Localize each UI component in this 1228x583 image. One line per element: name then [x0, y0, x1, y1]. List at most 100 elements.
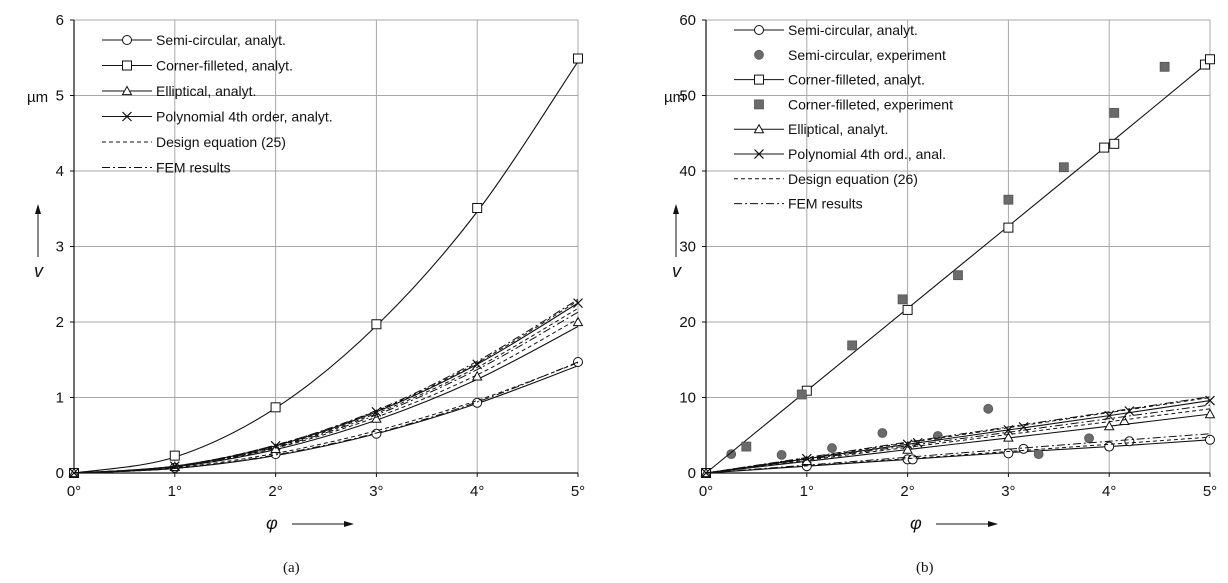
- axes-a: [70, 19, 579, 477]
- x-tick-label: 1°: [168, 483, 182, 500]
- series-line: [705, 399, 1211, 474]
- data-point: [983, 403, 994, 414]
- data-point: [472, 359, 483, 370]
- series-0: [69, 357, 583, 478]
- data-point: [1205, 434, 1215, 445]
- x-tick-label: 5°: [571, 483, 585, 500]
- series-line: [73, 300, 579, 474]
- legend-label: Semi-circular, experiment: [788, 47, 946, 63]
- series-1: [726, 403, 1094, 460]
- grid-a: [74, 19, 579, 473]
- data-point: [1124, 436, 1135, 447]
- series-line: [705, 439, 1211, 474]
- data-point: [902, 304, 913, 315]
- legend-item: Semi-circular, experiment: [754, 47, 946, 63]
- y-unit-b: µm: [664, 89, 685, 106]
- legend-label: Elliptical, analyt.: [156, 83, 256, 99]
- series-line: [73, 365, 579, 474]
- x-tick-label: 0°: [699, 483, 713, 500]
- series-line: [705, 408, 1211, 474]
- legend-label: FEM results: [788, 196, 863, 212]
- data-point: [1033, 449, 1044, 460]
- legend-label: Corner-filleted, analyt.: [788, 72, 925, 88]
- legend-label: Corner-filleted, experiment: [788, 96, 953, 112]
- x-tick-label: 1°: [800, 483, 814, 500]
- data-point: [796, 389, 807, 400]
- series-2: [701, 54, 1215, 478]
- x-tick-label: 3°: [369, 483, 383, 500]
- data-point: [902, 444, 913, 454]
- legend-item: FEM results: [734, 196, 863, 212]
- data-point: [1205, 54, 1215, 65]
- x-tick-label: 5°: [1203, 483, 1217, 500]
- x-label-b: φ: [910, 513, 922, 533]
- series-line: [73, 362, 579, 474]
- data-point: [1199, 59, 1210, 70]
- y-tick-label: 0: [56, 465, 64, 482]
- y-tick-label: 20: [679, 314, 696, 331]
- legend-swatch-marker: [754, 25, 764, 35]
- data-point: [1159, 61, 1170, 72]
- legend-label: Polynomial 4th ord., anal.: [788, 146, 946, 162]
- data-point: [877, 428, 888, 438]
- legend-swatch-marker: [121, 85, 133, 96]
- data-point: [1003, 431, 1014, 442]
- x-arrow-b: [936, 521, 998, 527]
- ticks-a: 0° 1° 2° 3° 4° 5° 0 1 2 3 4 5 6: [56, 12, 586, 500]
- series-3: [69, 298, 583, 478]
- series-5: [73, 298, 579, 474]
- panel-a: 0° 1° 2° 3° 4° 5° 0 1 2 3 4 5 6 Semi-circular, analy…: [27, 12, 585, 576]
- series-line: [705, 404, 1211, 474]
- legend-item: Semi-circular, analyt.: [102, 32, 286, 48]
- x-tick-label: 0°: [67, 483, 81, 500]
- data-point: [573, 298, 583, 309]
- legend-label: Polynomial 4th order, analyt.: [156, 109, 333, 125]
- series-line: [73, 302, 579, 474]
- data-point: [1003, 194, 1014, 205]
- legend-b: Semi-circular, analyt. Semi-circular, exp…: [734, 22, 953, 212]
- series-line: [73, 311, 579, 474]
- legend-item: FEM results: [102, 160, 231, 176]
- data-point: [801, 453, 812, 464]
- legend-item: Corner-filleted, analyt.: [734, 72, 925, 88]
- data-point: [572, 316, 584, 327]
- legend-label: Design equation (25): [156, 134, 286, 150]
- y-tick-label: 50: [679, 88, 696, 105]
- data-point: [371, 319, 382, 330]
- data-point: [1003, 448, 1014, 459]
- series-line: [73, 326, 579, 474]
- data-point: [371, 406, 382, 417]
- legend-swatch-marker: [754, 99, 764, 110]
- x-label-a: φ: [266, 513, 278, 533]
- series-3: [741, 61, 1170, 452]
- legend-item: Semi-circular, analyt.: [734, 22, 918, 38]
- data-point: [472, 202, 483, 213]
- data-point: [847, 340, 858, 351]
- data-point: [726, 449, 737, 460]
- ticks-b: 0° 1° 2° 3° 4° 5° 0 10 20 30 40 50 60: [679, 12, 1217, 500]
- data-point: [912, 437, 923, 448]
- caption-a: (a): [283, 560, 300, 576]
- series-7: [705, 396, 1211, 474]
- data-point: [1103, 420, 1115, 431]
- legend-item: Elliptical, analyt.: [102, 83, 256, 99]
- y-tick-label: 60: [679, 12, 696, 29]
- data-point: [169, 450, 180, 461]
- legend-item: Corner-filleted, experiment: [754, 96, 953, 112]
- y-unit-a: µm: [27, 89, 48, 106]
- data-point: [1124, 406, 1135, 417]
- legend-swatch-marker: [753, 123, 765, 134]
- legend-label: FEM results: [156, 160, 231, 176]
- series-line: [73, 361, 579, 474]
- data-point: [1204, 408, 1216, 419]
- legend-item: Design equation (25): [102, 134, 286, 150]
- data-point: [1109, 138, 1120, 149]
- data-point: [907, 454, 918, 465]
- series-line: [705, 396, 1211, 474]
- legend-swatch-marker: [122, 35, 132, 45]
- data-point: [1099, 142, 1110, 153]
- data-point: [897, 294, 908, 305]
- y-arrow-b: [673, 204, 679, 257]
- y-tick-label: 2: [56, 314, 64, 331]
- y-label-a: v: [34, 261, 44, 281]
